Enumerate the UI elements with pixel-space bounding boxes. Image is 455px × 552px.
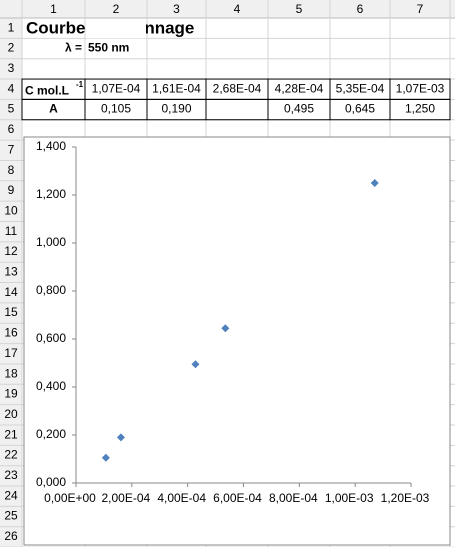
row-header: 23 bbox=[4, 468, 18, 482]
point bbox=[101, 453, 110, 462]
row-header: 14 bbox=[4, 285, 18, 299]
abs-value: 1,250 bbox=[405, 102, 435, 116]
cell-bg bbox=[86, 19, 146, 39]
conc-exponent: -1 bbox=[76, 80, 84, 89]
row-header: 3 bbox=[8, 61, 15, 75]
column-header: 6 bbox=[357, 2, 364, 16]
y-tick-label: 0,600 bbox=[36, 331, 66, 345]
row-header: 17 bbox=[4, 346, 18, 360]
row-header: 4 bbox=[8, 81, 15, 95]
y-tick-label: 1,400 bbox=[36, 139, 66, 153]
row-header: 25 bbox=[4, 509, 18, 523]
conc-value: 4,28E-04 bbox=[275, 81, 324, 95]
row-header: 5 bbox=[8, 102, 15, 116]
column-header: 2 bbox=[113, 2, 120, 16]
lambda-label: λ = bbox=[65, 41, 82, 55]
column-header: 1 bbox=[50, 2, 57, 16]
conc-value: 1,07E-03 bbox=[396, 81, 445, 95]
row-header: 15 bbox=[4, 305, 18, 319]
row-header: 20 bbox=[4, 407, 18, 421]
x-tick-label: 2,00E-04 bbox=[101, 491, 150, 505]
row-header: 2 bbox=[8, 41, 15, 55]
row-header-bg bbox=[0, 0, 22, 547]
lambda-value: 550 nm bbox=[88, 41, 129, 55]
row-header: 26 bbox=[4, 529, 18, 543]
x-tick-label: 0,00E+00 bbox=[44, 491, 96, 505]
row-header: 7 bbox=[8, 142, 15, 156]
row-header: 12 bbox=[4, 244, 18, 258]
point bbox=[116, 433, 125, 442]
row-header: 16 bbox=[4, 326, 18, 340]
row-header: 19 bbox=[4, 387, 18, 401]
y-tick-label: 0,200 bbox=[36, 427, 66, 441]
conc-value: 1,07E-04 bbox=[92, 81, 141, 95]
x-tick-label: 6,00E-04 bbox=[213, 491, 262, 505]
row-header: 13 bbox=[4, 265, 18, 279]
table-cell bbox=[205, 98, 269, 121]
row-header: 21 bbox=[4, 427, 18, 441]
row-header: 6 bbox=[8, 122, 15, 136]
x-tick-label: 1,20E-03 bbox=[381, 491, 430, 505]
row-header: 10 bbox=[4, 203, 18, 217]
x-tick-label: 8,00E-04 bbox=[269, 491, 318, 505]
abs-value: 0,105 bbox=[101, 102, 131, 116]
row-header: 22 bbox=[4, 448, 18, 462]
y-tick-label: 0,400 bbox=[36, 379, 66, 393]
row-header: 18 bbox=[4, 366, 18, 380]
row-header: 8 bbox=[8, 163, 15, 177]
point bbox=[191, 360, 200, 369]
y-tick-label: 0,800 bbox=[36, 283, 66, 297]
table-cell bbox=[389, 98, 451, 121]
abs-label: A bbox=[49, 102, 58, 116]
column-header: 3 bbox=[173, 2, 180, 16]
y-tick-label: 1,000 bbox=[36, 235, 66, 249]
chart-area bbox=[23, 136, 451, 546]
conc-value: 5,35E-04 bbox=[336, 81, 385, 95]
column-header: 5 bbox=[296, 2, 303, 16]
row-header: 1 bbox=[8, 20, 15, 34]
point bbox=[221, 324, 230, 333]
abs-value: 0,645 bbox=[345, 102, 375, 116]
conc-value: 1,61E-04 bbox=[152, 81, 201, 95]
y-tick-label: 0,000 bbox=[36, 475, 66, 489]
abs-value: 0,190 bbox=[161, 102, 191, 116]
x-tick-label: 4,00E-04 bbox=[157, 491, 206, 505]
column-header: 7 bbox=[417, 2, 424, 16]
conc-label: C mol.L bbox=[25, 83, 69, 97]
conc-value: 2,68E-04 bbox=[213, 81, 262, 95]
y-tick-label: 1,200 bbox=[36, 187, 66, 201]
x-tick-label: 1,00E-03 bbox=[325, 491, 374, 505]
column-header: 4 bbox=[234, 2, 241, 16]
row-header: 24 bbox=[4, 488, 18, 502]
row-header: 11 bbox=[5, 224, 18, 238]
abs-value: 0,495 bbox=[284, 102, 314, 116]
column-header-bg bbox=[0, 0, 455, 18]
point bbox=[370, 179, 379, 187]
row-header: 9 bbox=[8, 183, 15, 197]
